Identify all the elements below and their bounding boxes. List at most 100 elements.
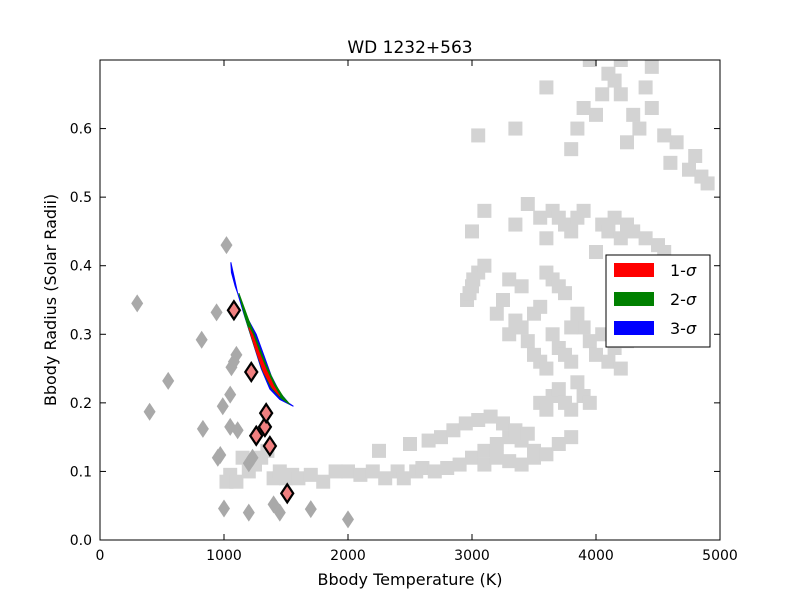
x-tick-label: 4000 <box>578 548 614 564</box>
square-point <box>477 203 492 218</box>
gray-diamond-point <box>304 500 317 519</box>
square-point <box>291 471 306 486</box>
square-point <box>372 443 386 458</box>
square-point <box>613 60 628 67</box>
legend-swatch <box>614 263 654 277</box>
y-tick-label: 0.6 <box>70 122 92 138</box>
legend-label: 3-σ <box>670 319 697 338</box>
y-tick-label: 0.0 <box>70 533 92 549</box>
highlighted-diamond-point <box>258 402 274 425</box>
square-point <box>303 467 318 482</box>
square-point <box>564 142 579 157</box>
square-point <box>682 162 696 177</box>
square-point <box>644 101 659 115</box>
square-point <box>489 450 504 465</box>
axes: 0 1000 2000 3000 4000 5000 0.0 0.1 0.2 0.3 0.4 0.5 0… <box>70 60 738 564</box>
highlighted-diamond-point <box>279 482 295 505</box>
x-axis-label: Bbody Temperature (K) <box>317 570 502 589</box>
square-point <box>328 464 343 479</box>
square-point <box>520 334 535 349</box>
square-point <box>415 461 430 475</box>
square-point <box>558 286 572 301</box>
x-tick-label: 2000 <box>330 548 366 564</box>
x-tick-label: 1000 <box>206 548 242 564</box>
square-point <box>396 471 411 486</box>
square-point <box>638 80 653 95</box>
gray-diamond-point <box>216 397 229 416</box>
legend-label-symbol: σ <box>686 319 697 338</box>
square-point <box>514 320 529 335</box>
y-axis-label: Bbody Radius (Solar Radii) <box>41 194 60 406</box>
square-point <box>539 80 554 95</box>
square-point <box>564 224 579 239</box>
square-point <box>632 121 647 136</box>
square-point <box>434 430 448 445</box>
square-point <box>589 107 603 122</box>
square-point <box>477 258 492 273</box>
square-point <box>564 402 579 417</box>
gray-diamond-point <box>342 510 354 529</box>
square-point <box>514 457 529 472</box>
square-point <box>539 361 554 376</box>
x-tick-label: 3000 <box>454 548 490 564</box>
square-point <box>471 128 486 143</box>
square-point <box>613 361 628 376</box>
square-point <box>502 272 517 287</box>
square-point <box>620 135 634 150</box>
gray-diamond-point <box>162 371 175 390</box>
square-point <box>458 416 473 431</box>
square-point <box>533 210 548 225</box>
highlighted-diamond-point <box>262 435 278 458</box>
square-point <box>520 426 535 441</box>
square-point <box>496 416 510 431</box>
square-point <box>582 395 597 410</box>
square-point <box>626 224 641 239</box>
y-tick-label: 0.1 <box>70 464 92 480</box>
square-point <box>229 474 244 489</box>
square-point <box>570 375 585 390</box>
square-point <box>502 327 517 342</box>
square-point <box>595 87 610 102</box>
square-point <box>626 107 641 122</box>
gray-diamond-point <box>195 330 208 349</box>
highlighted-diamond-point <box>226 299 242 322</box>
square-point <box>465 224 479 239</box>
legend-label-prefix: 3- <box>670 319 686 338</box>
legend-label-prefix: 1- <box>670 261 686 280</box>
plot-area <box>131 60 715 529</box>
square-point <box>527 450 541 465</box>
square-point <box>353 467 368 482</box>
square-point <box>465 450 479 465</box>
square-point <box>644 60 659 74</box>
gray-diamond-point <box>273 503 286 522</box>
x-tick-label: 5000 <box>702 548 738 564</box>
square-point <box>316 474 331 489</box>
square-point <box>576 101 591 115</box>
square-point <box>688 149 703 163</box>
y-tick-label: 0.5 <box>70 190 92 206</box>
square-point <box>564 430 579 445</box>
square-point <box>576 320 591 335</box>
legend-label: 2-σ <box>670 290 697 309</box>
square-point <box>551 437 566 451</box>
square-point <box>582 334 597 349</box>
square-point <box>421 433 436 448</box>
square-point <box>613 87 628 102</box>
square-point <box>551 382 566 397</box>
square-point <box>564 354 579 369</box>
square-point <box>341 464 355 479</box>
square-point <box>613 231 628 246</box>
gray-diamond-point <box>131 294 144 313</box>
square-point <box>564 320 579 335</box>
gray-diamond-point <box>220 236 233 255</box>
y-tick-label: 0.2 <box>70 396 92 412</box>
legend-label-prefix: 2- <box>670 290 686 309</box>
square-point <box>514 279 529 294</box>
square-point <box>452 457 467 472</box>
square-point <box>446 423 461 438</box>
square-point <box>440 461 455 475</box>
square-point <box>489 437 504 451</box>
square-point <box>607 73 622 88</box>
legend-swatch <box>614 321 654 335</box>
gray-diamond-point <box>230 345 243 364</box>
